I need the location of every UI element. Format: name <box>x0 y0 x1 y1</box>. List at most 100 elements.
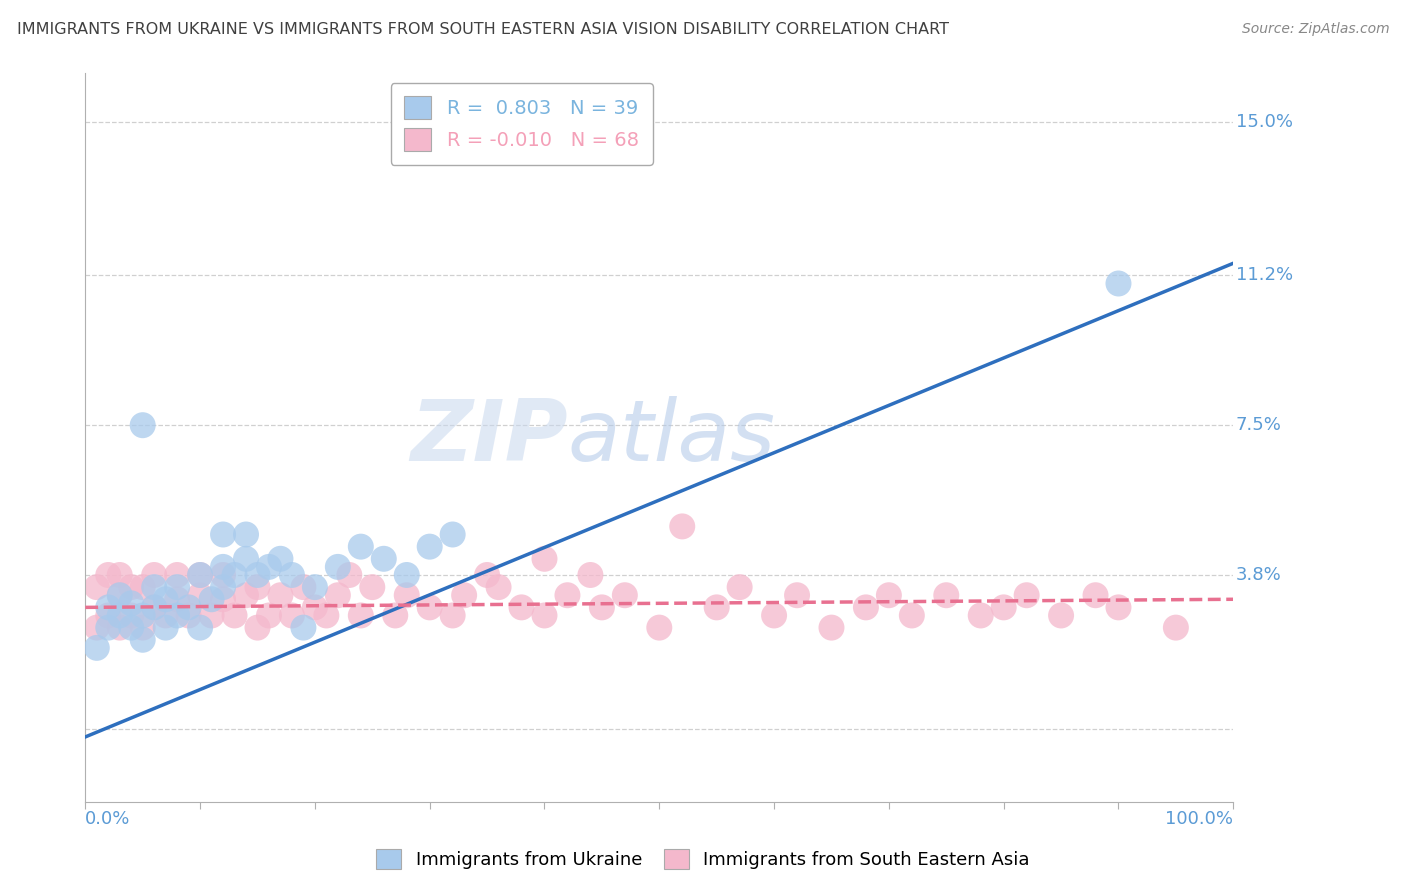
Point <box>510 600 533 615</box>
Point <box>706 600 728 615</box>
Legend: Immigrants from Ukraine, Immigrants from South Eastern Asia: Immigrants from Ukraine, Immigrants from… <box>367 839 1039 879</box>
Point <box>235 527 257 541</box>
Point <box>441 608 464 623</box>
Point <box>143 600 166 615</box>
Point <box>304 600 326 615</box>
Point <box>131 608 153 623</box>
Point <box>97 568 120 582</box>
Point <box>533 551 555 566</box>
Point <box>533 608 555 623</box>
Point <box>188 568 211 582</box>
Point <box>235 588 257 602</box>
Text: 15.0%: 15.0% <box>1236 112 1292 130</box>
Point <box>246 568 269 582</box>
Point <box>648 621 671 635</box>
Point <box>281 568 304 582</box>
Point <box>1164 621 1187 635</box>
Point <box>97 608 120 623</box>
Point <box>292 580 315 594</box>
Point <box>419 600 441 615</box>
Point <box>188 588 211 602</box>
Point <box>155 608 177 623</box>
Point <box>763 608 786 623</box>
Point <box>188 568 211 582</box>
Point <box>166 592 188 607</box>
Point <box>166 608 188 623</box>
Point <box>143 600 166 615</box>
Point <box>120 596 142 610</box>
Point <box>350 608 373 623</box>
Point <box>269 588 291 602</box>
Point <box>235 551 257 566</box>
Point <box>373 551 395 566</box>
Point <box>108 568 131 582</box>
Point <box>246 621 269 635</box>
Point <box>384 608 406 623</box>
Point <box>671 519 693 533</box>
Point <box>212 592 235 607</box>
Point <box>475 568 498 582</box>
Text: 3.8%: 3.8% <box>1236 566 1281 584</box>
Point <box>1050 608 1073 623</box>
Point <box>395 568 418 582</box>
Point <box>246 580 269 594</box>
Text: 0.0%: 0.0% <box>86 811 131 829</box>
Point <box>143 580 166 594</box>
Point <box>257 608 280 623</box>
Point <box>257 560 280 574</box>
Point <box>108 588 131 602</box>
Point <box>292 621 315 635</box>
Point <box>820 621 842 635</box>
Point <box>131 632 153 647</box>
Point <box>131 621 153 635</box>
Point <box>155 621 177 635</box>
Point <box>557 588 579 602</box>
Point <box>1108 277 1130 291</box>
Point <box>350 540 373 554</box>
Point <box>108 588 131 602</box>
Point <box>131 580 153 594</box>
Point <box>212 580 235 594</box>
Point <box>579 568 602 582</box>
Point <box>155 592 177 607</box>
Point <box>901 608 924 623</box>
Point <box>970 608 993 623</box>
Text: ZIP: ZIP <box>409 396 568 479</box>
Point <box>86 640 108 655</box>
Point <box>326 560 349 574</box>
Point <box>315 608 337 623</box>
Point <box>86 621 108 635</box>
Point <box>108 608 131 623</box>
Point <box>1084 588 1107 602</box>
Point <box>200 592 222 607</box>
Point <box>177 608 200 623</box>
Point <box>1108 600 1130 615</box>
Point <box>441 527 464 541</box>
Text: atlas: atlas <box>568 396 776 479</box>
Point <box>143 568 166 582</box>
Point <box>120 580 142 594</box>
Point <box>395 588 418 602</box>
Point <box>166 568 188 582</box>
Point <box>304 580 326 594</box>
Point <box>613 588 636 602</box>
Point <box>269 551 291 566</box>
Point <box>224 608 246 623</box>
Point <box>337 568 360 582</box>
Point <box>212 527 235 541</box>
Point <box>453 588 475 602</box>
Point <box>108 621 131 635</box>
Point <box>935 588 957 602</box>
Point <box>188 621 211 635</box>
Point <box>488 580 510 594</box>
Point <box>1015 588 1038 602</box>
Point <box>97 621 120 635</box>
Point <box>120 608 142 623</box>
Point <box>212 568 235 582</box>
Point <box>131 418 153 433</box>
Point <box>326 588 349 602</box>
Text: 7.5%: 7.5% <box>1236 417 1281 434</box>
Legend: R =  0.803   N = 39, R = -0.010   N = 68: R = 0.803 N = 39, R = -0.010 N = 68 <box>391 83 652 164</box>
Point <box>177 600 200 615</box>
Point <box>993 600 1015 615</box>
